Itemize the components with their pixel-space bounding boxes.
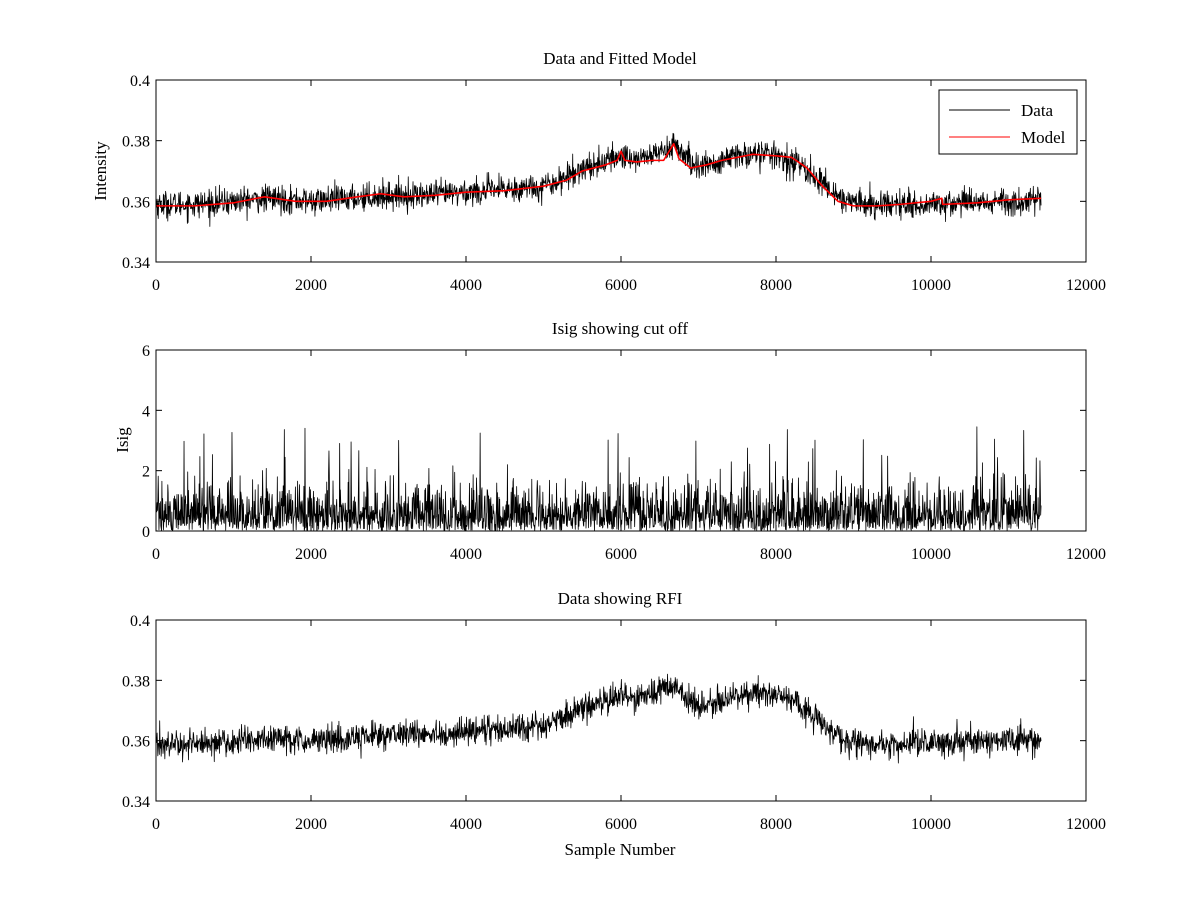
y-axis-label: Intensity: [91, 141, 110, 201]
x-tick-label: 12000: [1066, 816, 1106, 833]
series-line: [155, 426, 1042, 532]
x-tick-label: 8000: [760, 277, 792, 294]
legend-box: [938, 89, 1078, 155]
x-tick-label: 12000: [1066, 277, 1106, 294]
x-tick-label: 4000: [450, 546, 482, 563]
plot-area: [155, 426, 1042, 532]
x-tick-label: 8000: [760, 816, 792, 833]
x-tick-label: 6000: [605, 546, 637, 563]
panel-title: Data showing RFI: [558, 589, 683, 608]
axes-frame: [155, 619, 1087, 802]
series-line-model: [156, 142, 1042, 207]
y-tick-label: 4: [142, 403, 150, 420]
legend-label-model: Model: [1021, 128, 1066, 147]
x-tick-label: 10000: [911, 546, 951, 563]
tick-layer: 0 2000 4000 6000 8000 10000 12000 0.34 0.36 0.38 0…: [122, 73, 1106, 294]
x-tick-label: 6000: [605, 277, 637, 294]
x-tick-label: 2000: [295, 816, 327, 833]
panel-isig: Isig showing cut off Isig 0 2000 4000 6000 8…: [113, 319, 1106, 563]
y-tick-label: 0.4: [130, 613, 150, 630]
y-tick-label: 0: [142, 524, 150, 541]
panel-title: Isig showing cut off: [552, 319, 688, 338]
x-tick-label: 12000: [1066, 546, 1106, 563]
y-tick-label: 0.36: [122, 734, 150, 751]
x-tick-label: 4000: [450, 816, 482, 833]
tick-layer: 0 2000 4000 6000 8000 10000 12000 0 2 4 6: [142, 343, 1106, 563]
panel-data-rfi: Data showing RFI 0 2000 4000 6000 8000 10000 1…: [122, 589, 1106, 859]
legend-label-data: Data: [1021, 101, 1054, 120]
y-axis-label: Isig: [113, 427, 132, 453]
plot-area: [155, 673, 1042, 764]
y-tick-label: 0.38: [122, 134, 150, 151]
x-axis-label: Sample Number: [565, 840, 676, 859]
y-tick-label: 0.38: [122, 673, 150, 690]
tick-layer: 0 2000 4000 6000 8000 10000 12000 0.34 0.36 0.38 0…: [122, 613, 1106, 833]
y-tick-label: 0.34: [122, 794, 150, 811]
y-tick-label: 2: [142, 464, 150, 481]
legend: Data Model: [938, 89, 1078, 155]
x-tick-label: 0: [152, 816, 160, 833]
axes-frame: [155, 79, 1087, 263]
x-tick-label: 8000: [760, 546, 792, 563]
x-tick-label: 0: [152, 546, 160, 563]
panel-title: Data and Fitted Model: [543, 49, 697, 68]
y-tick-label: 0.34: [122, 255, 150, 272]
y-tick-label: 0.4: [130, 73, 150, 90]
y-tick-label: 0.36: [122, 194, 150, 211]
x-tick-label: 2000: [295, 546, 327, 563]
x-tick-label: 6000: [605, 816, 637, 833]
x-tick-label: 0: [152, 277, 160, 294]
x-tick-label: 4000: [450, 277, 482, 294]
x-tick-label: 2000: [295, 277, 327, 294]
panel-data-and-model: Data and Fitted Model Intensity 0 2000 400…: [91, 49, 1106, 294]
x-tick-label: 10000: [911, 277, 951, 294]
x-tick-label: 10000: [911, 816, 951, 833]
plot-area: [155, 132, 1042, 227]
axes-frame: [155, 349, 1087, 532]
y-tick-label: 6: [142, 343, 150, 360]
series-line: [155, 673, 1042, 764]
